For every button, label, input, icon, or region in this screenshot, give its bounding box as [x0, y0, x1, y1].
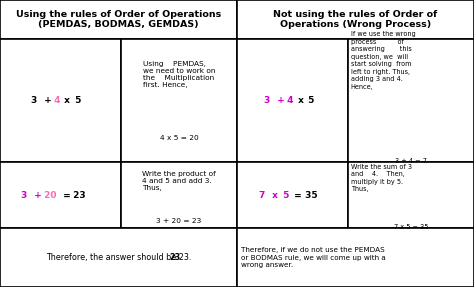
Text: +: + — [273, 96, 284, 105]
Bar — [237, 162, 348, 228]
Text: Using the rules of Order of Operations
(PEMDAS, BODMAS, GEMDAS): Using the rules of Order of Operations (… — [16, 10, 221, 29]
Bar — [237, 39, 348, 162]
Text: x: x — [61, 96, 70, 105]
Bar — [0, 0, 237, 39]
Text: 5: 5 — [72, 96, 81, 105]
Text: 3: 3 — [30, 96, 36, 105]
Text: Therefore, if we do not use the PEMDAS
or BODMAS rule, we will come up with a
wr: Therefore, if we do not use the PEMDAS o… — [241, 247, 385, 268]
Text: 3: 3 — [20, 191, 27, 200]
Text: Therefore, the answer should be 23.: Therefore, the answer should be 23. — [46, 253, 191, 262]
Text: Using    PEMDAS,
we need to work on
the    Multiplication
first. Hence,: Using PEMDAS, we need to work on the Mul… — [143, 61, 215, 88]
Bar — [237, 228, 474, 287]
Text: 7: 7 — [259, 191, 265, 200]
Text: 23: 23 — [70, 191, 86, 200]
Text: 35: 35 — [302, 191, 318, 200]
Text: If we use the wrong
process          of
answering       this
question, we  will
: If we use the wrong process of answering… — [351, 31, 416, 90]
Bar — [348, 162, 474, 228]
Bar — [121, 162, 237, 228]
Text: =: = — [60, 191, 71, 200]
Text: x: x — [294, 96, 303, 105]
Text: +: + — [40, 96, 51, 105]
Text: x: x — [269, 191, 278, 200]
Bar — [348, 39, 474, 162]
Text: 4: 4 — [284, 96, 294, 105]
Text: Not using the rules of Order of
Operations (Wrong Process): Not using the rules of Order of Operatio… — [273, 10, 438, 29]
Text: 4: 4 — [51, 96, 61, 105]
Text: =: = — [291, 191, 302, 200]
Bar — [237, 0, 474, 39]
Text: 5: 5 — [281, 191, 290, 200]
Text: 20: 20 — [41, 191, 56, 200]
Text: 23: 23 — [170, 253, 181, 262]
Text: 7 x 5 = 35: 7 x 5 = 35 — [394, 224, 428, 230]
Bar — [0, 228, 237, 287]
Text: +: + — [30, 191, 41, 200]
Text: 5: 5 — [305, 96, 314, 105]
Text: 3 + 4 = 7: 3 + 4 = 7 — [395, 158, 427, 164]
Bar — [0, 39, 121, 162]
Text: 4 x 5 = 20: 4 x 5 = 20 — [160, 135, 198, 141]
Text: 3: 3 — [263, 96, 270, 105]
Bar — [0, 162, 121, 228]
Text: Write the sum of 3
and    4.    Then,
multiply it by 5.
Thus,: Write the sum of 3 and 4. Then, multiply… — [351, 164, 412, 192]
Bar — [121, 39, 237, 162]
Text: Write the product of
4 and 5 and add 3.
Thus,: Write the product of 4 and 5 and add 3. … — [142, 171, 216, 191]
Text: 3 + 20 = 23: 3 + 20 = 23 — [156, 218, 201, 224]
